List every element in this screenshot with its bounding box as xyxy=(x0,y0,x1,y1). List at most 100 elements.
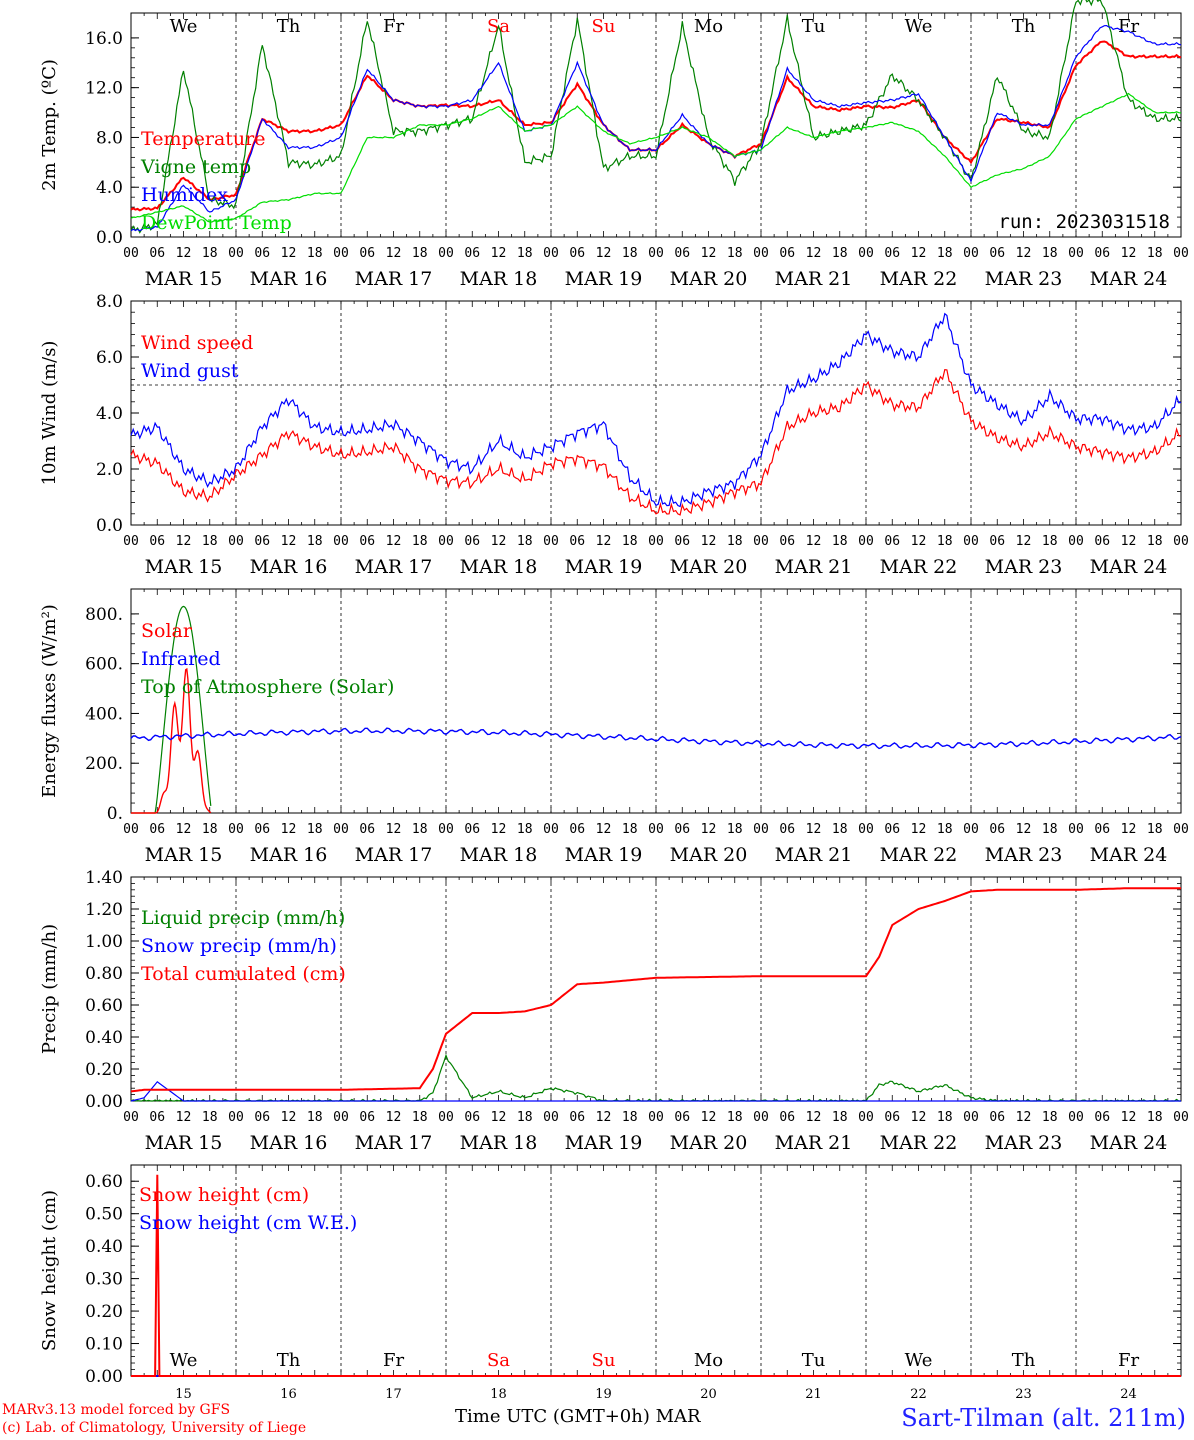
x-hour-label: 18 xyxy=(202,534,218,549)
x-date-label: MAR 24 xyxy=(1090,844,1168,866)
cumulated-precip-line xyxy=(130,887,1181,1093)
day-label: Tu xyxy=(802,16,826,37)
y-tick-label: 0.20 xyxy=(85,1302,123,1322)
x-hour-label: 12 xyxy=(701,1110,717,1125)
x-hour-label: 18 xyxy=(412,246,428,261)
x-hour-label: 00 xyxy=(1173,1110,1189,1125)
x-axis-title: Time UTC (GMT+0h) MAR xyxy=(455,1406,701,1427)
x-hour-label: 06 xyxy=(779,534,795,549)
x-date-label: MAR 24 xyxy=(1090,556,1168,578)
x-date-label: MAR 18 xyxy=(460,844,538,866)
x-hour-label: 12 xyxy=(176,1110,192,1125)
x-hour-label: 12 xyxy=(596,1110,612,1125)
day-number-label: 22 xyxy=(910,1387,927,1400)
x-hour-label: 12 xyxy=(1016,246,1032,261)
x-hour-label: 06 xyxy=(464,1110,480,1125)
legend-entry: Liquid precip (mm/h) xyxy=(141,907,345,929)
x-hour-label: 00 xyxy=(333,246,349,261)
x-hour-label: 12 xyxy=(176,822,192,837)
x-hour-label: 06 xyxy=(1094,822,1110,837)
x-date-label: MAR 22 xyxy=(880,844,958,866)
x-hour-label: 06 xyxy=(464,534,480,549)
x-hour-label: 12 xyxy=(596,534,612,549)
x-hour-label: 06 xyxy=(149,1110,165,1125)
x-hour-label: 18 xyxy=(412,534,428,549)
y-tick-label: 0.40 xyxy=(85,1237,123,1257)
x-date-label: MAR 17 xyxy=(355,268,433,290)
x-date-label: MAR 17 xyxy=(355,844,433,866)
x-date-label: MAR 19 xyxy=(565,844,643,866)
x-hour-label: 06 xyxy=(359,246,375,261)
lab-credit: (c) Lab. of Climatology, University of L… xyxy=(2,1420,307,1436)
x-hour-label: 18 xyxy=(937,534,953,549)
y-axis-label: Energy fluxes (W/m²) xyxy=(39,604,60,798)
y-tick-label: 0.80 xyxy=(85,964,123,984)
x-hour-label: 12 xyxy=(176,246,192,261)
x-hour-label: 12 xyxy=(701,534,717,549)
x-hour-label: 00 xyxy=(333,1110,349,1125)
x-hour-label: 00 xyxy=(438,246,454,261)
x-hour-label: 06 xyxy=(989,246,1005,261)
x-hour-label: 18 xyxy=(202,246,218,261)
x-date-label: MAR 15 xyxy=(145,556,223,578)
x-date-label: MAR 20 xyxy=(670,1132,748,1154)
y-tick-label: 600. xyxy=(85,655,123,675)
x-date-label: MAR 20 xyxy=(670,844,748,866)
y-tick-label: 0.10 xyxy=(85,1335,123,1355)
y-tick-label: 16.0 xyxy=(85,29,123,49)
x-hour-label: 18 xyxy=(1042,822,1058,837)
x-hour-label: 12 xyxy=(1121,534,1137,549)
plot-frame xyxy=(130,588,1182,814)
x-hour-label: 18 xyxy=(307,534,323,549)
y-tick-label: 0.40 xyxy=(85,1028,123,1048)
y-axis-label: 10m Wind (m/s) xyxy=(39,341,60,486)
day-label: Mo xyxy=(694,16,723,37)
x-hour-label: 00 xyxy=(228,1110,244,1125)
day-label: Tu xyxy=(802,1350,826,1371)
x-hour-label: 00 xyxy=(648,246,664,261)
x-hour-label: 00 xyxy=(858,1110,874,1125)
day-label: Th xyxy=(1012,1350,1036,1371)
x-hour-label: 06 xyxy=(254,246,270,261)
x-hour-label: 00 xyxy=(228,822,244,837)
y-tick-label: 4.0 xyxy=(96,404,123,424)
x-hour-label: 00 xyxy=(753,534,769,549)
legend-entry: Temperature xyxy=(141,128,265,150)
day-label: Fr xyxy=(383,16,404,37)
y-tick-label: 2.0 xyxy=(96,460,123,480)
day-number-label: 24 xyxy=(1120,1387,1137,1400)
day-number-label: 23 xyxy=(1015,1387,1032,1400)
meteogram: 0.0 4.0 8.0 12.0 16.0 2m Temp. (ºC) We Th Fr Sa Su… xyxy=(39,0,1189,1400)
day-label: Su xyxy=(592,16,616,37)
solar-line xyxy=(131,667,212,814)
y-tick-label: 0.30 xyxy=(85,1270,123,1290)
y-tick-label: 12.0 xyxy=(85,79,123,99)
x-date-label: MAR 23 xyxy=(985,1132,1063,1154)
x-hour-label: 18 xyxy=(727,246,743,261)
x-hour-label: 00 xyxy=(438,1110,454,1125)
x-hour-label: 06 xyxy=(779,246,795,261)
x-hour-label: 06 xyxy=(884,534,900,549)
x-hour-label: 12 xyxy=(1121,1110,1137,1125)
day-label: Mo xyxy=(694,1350,723,1371)
x-hour-label: 06 xyxy=(149,246,165,261)
x-date-label: MAR 21 xyxy=(775,844,853,866)
x-hour-label: 06 xyxy=(359,1110,375,1125)
x-hour-label: 06 xyxy=(149,822,165,837)
x-hour-label: 06 xyxy=(884,1110,900,1125)
x-hour-label: 12 xyxy=(491,1110,507,1125)
day-label: Th xyxy=(277,1350,301,1371)
x-hour-label: 06 xyxy=(254,1110,270,1125)
x-hour-label: 00 xyxy=(123,534,139,549)
legend-entry: Vigne temp xyxy=(140,156,251,178)
legend-entry: Infrared xyxy=(141,648,221,670)
y-tick-label: 0.50 xyxy=(85,1205,123,1225)
x-hour-label: 18 xyxy=(727,822,743,837)
x-hour-label: 12 xyxy=(281,534,297,549)
run-label: run: 2023031518 xyxy=(998,211,1170,233)
x-date-label: MAR 18 xyxy=(460,268,538,290)
x-hour-label: 18 xyxy=(1147,1110,1163,1125)
x-date-label: MAR 23 xyxy=(985,268,1063,290)
x-hour-label: 00 xyxy=(963,534,979,549)
day-number-label: 17 xyxy=(385,1387,402,1400)
